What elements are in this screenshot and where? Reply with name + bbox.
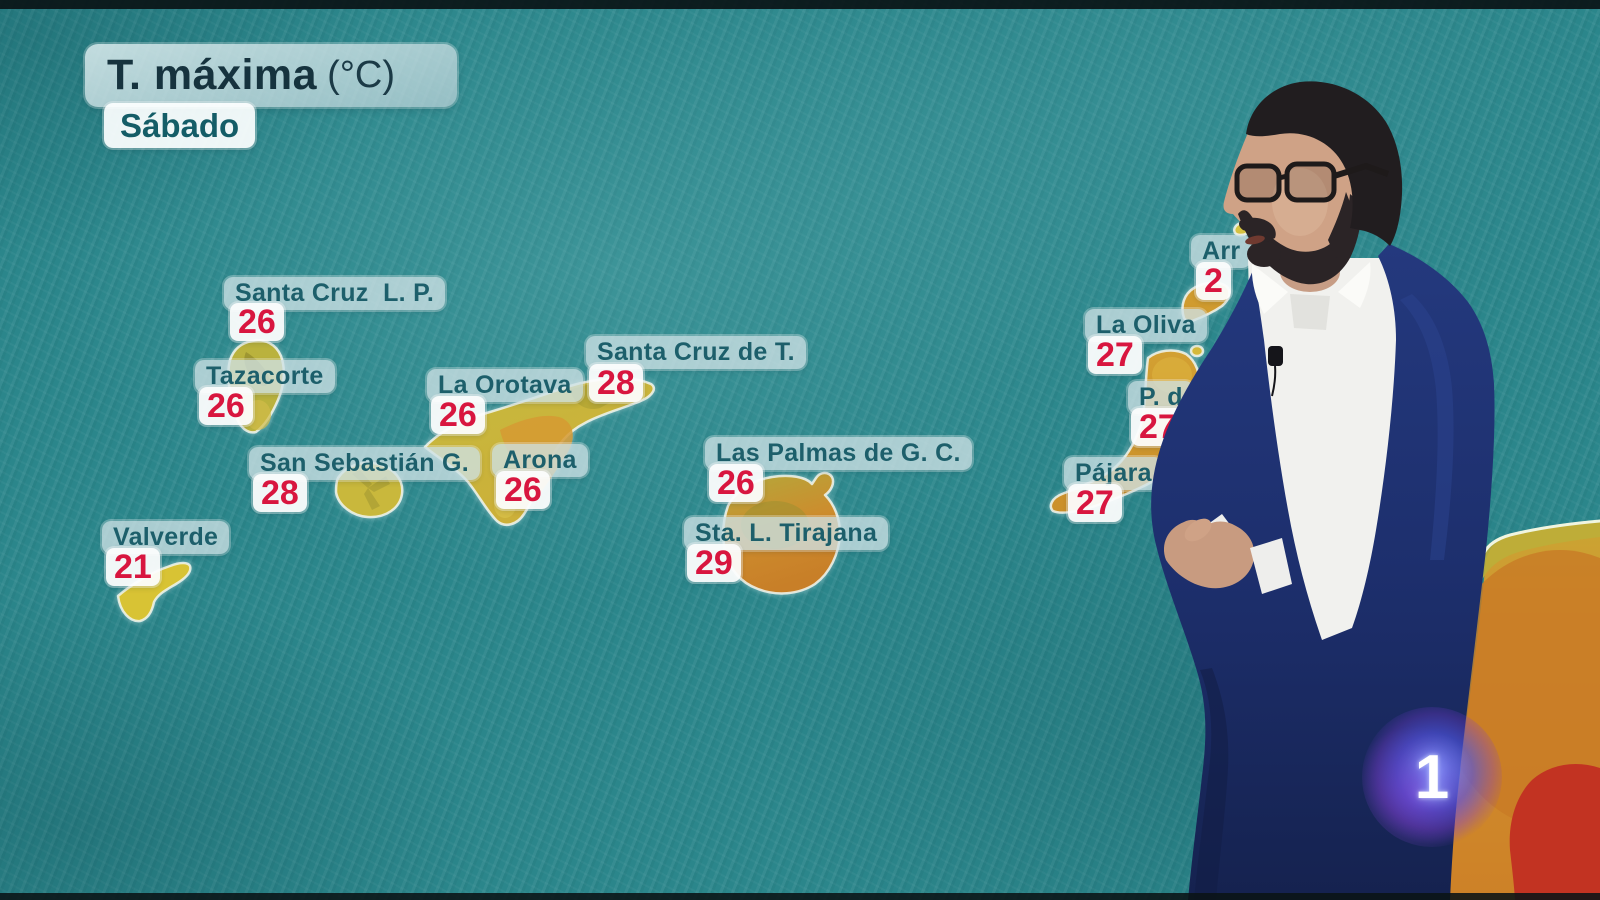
- temp-badge-arrecife: 2: [1196, 262, 1231, 300]
- temp-badge-san-sebastian: 28: [253, 474, 307, 512]
- africa-hot-region: [1509, 764, 1600, 900]
- temp-badge-las-palmas: 26: [709, 464, 763, 502]
- presenter-hair: [1246, 81, 1403, 246]
- title-units: (°C): [327, 54, 396, 96]
- channel-logo-number: 1: [1414, 742, 1450, 812]
- channel-logo: 1: [1362, 707, 1502, 847]
- place-label-santa-cruz-t: Santa Cruz de T.: [586, 336, 806, 369]
- place-label-tazacorte: Tazacorte: [195, 360, 335, 393]
- lavalier-mic: [1268, 346, 1283, 366]
- letterbox-top: [0, 0, 1600, 9]
- island-el-hierro: [116, 561, 192, 623]
- temp-badge-valverde: 21: [106, 548, 160, 586]
- island-lobos: [1189, 344, 1205, 358]
- temp-badge-santa-cruz-t: 28: [589, 364, 643, 402]
- day-label: Sábado: [120, 106, 240, 144]
- temp-badge-santa-cruz-lp: 26: [230, 303, 284, 341]
- place-label-san-sebastian: San Sebastián G.: [249, 447, 481, 480]
- title-panel: T. máxima (°C): [85, 44, 457, 107]
- temp-badge-tirajana: 29: [687, 544, 741, 582]
- presenter-beard: [1238, 192, 1362, 285]
- temp-badge-tazacorte: 26: [199, 387, 253, 425]
- presenter-cuff-right: [1250, 538, 1292, 594]
- letterbox-bottom: [0, 893, 1600, 900]
- page-title: T. máxima: [107, 51, 318, 99]
- place-label-valverde: Valverde: [102, 521, 230, 554]
- temp-badge-la-oliva: 27: [1088, 336, 1142, 374]
- temp-badge-la-orotava: 26: [431, 396, 485, 434]
- temp-badge-arona: 26: [496, 471, 550, 509]
- place-label-arrecife: Arr: [1191, 235, 1252, 268]
- presenter-glasses: [1234, 161, 1390, 203]
- place-label-las-palmas: Las Palmas de G. C.: [705, 437, 972, 470]
- temp-badge-pajara: 27: [1068, 484, 1122, 522]
- day-panel: Sábado: [104, 103, 256, 148]
- presenter-mouth: [1245, 235, 1265, 245]
